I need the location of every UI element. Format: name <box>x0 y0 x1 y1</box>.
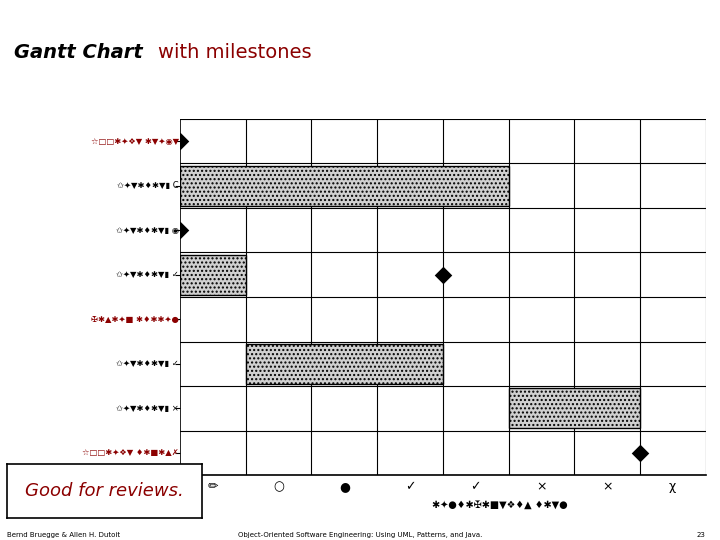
Text: ✩✦▼✱♦✱▼▮ ×: ✩✦▼✱♦✱▼▮ × <box>116 404 179 413</box>
Text: ✩✦▼✱♦✱▼▮ ◉: ✩✦▼✱♦✱▼▮ ◉ <box>116 226 179 235</box>
Text: ✩✦▼✱♦✱▼▮ ✓: ✩✦▼✱♦✱▼▮ ✓ <box>116 359 179 368</box>
Text: ✩✦▼✱♦✱▼▮ C: ✩✦▼✱♦✱▼▮ C <box>117 181 179 190</box>
Bar <box>180 255 246 295</box>
Point <box>174 226 186 234</box>
Text: 23: 23 <box>697 532 706 538</box>
Bar <box>246 344 443 384</box>
Text: ✩✦▼✱♦✱▼▮ ✓: ✩✦▼✱♦✱▼▮ ✓ <box>116 270 179 279</box>
Bar <box>508 388 640 428</box>
Text: Good for reviews.: Good for reviews. <box>25 482 184 501</box>
Bar <box>180 166 508 206</box>
Text: ✠✱▲✱✦■ ✱♦✱✱✦●: ✠✱▲✱✦■ ✱♦✱✱✦● <box>91 315 179 324</box>
Text: ✱✦●♦✱✠✱■▼❖♦▲ ♦✱▼●: ✱✦●♦✱✠✱■▼❖♦▲ ♦✱▼● <box>432 500 567 510</box>
Text: with milestones: with milestones <box>158 43 312 62</box>
Point <box>634 449 646 457</box>
Text: ☆□□✱✦❖▼ ♦✱■✱▲✗: ☆□□✱✦❖▼ ♦✱■✱▲✗ <box>82 448 179 457</box>
Text: Object-Oriented Software Engineering: Using UML, Patterns, and Java.: Object-Oriented Software Engineering: Us… <box>238 532 482 538</box>
Text: ☆□□✱✦❖▼ ✱▼✦◉▼: ☆□□✱✦❖▼ ✱▼✦◉▼ <box>91 137 179 146</box>
Text: Gantt Chart: Gantt Chart <box>14 43 143 62</box>
Point <box>174 137 186 145</box>
Text: Bernd Bruegge & Allen H. Dutoit: Bernd Bruegge & Allen H. Dutoit <box>7 532 120 538</box>
Point <box>437 271 449 279</box>
